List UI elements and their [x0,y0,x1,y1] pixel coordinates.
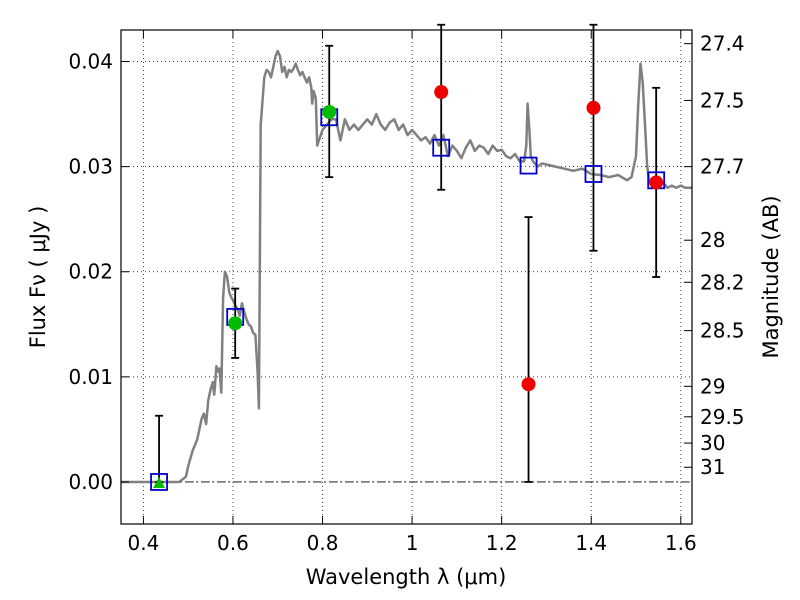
y-tick-label: 0.04 [68,50,113,74]
right-tick-label: 28.5 [700,319,745,343]
x-tick-label: 0.6 [217,531,249,555]
right-tick-label: 28.2 [700,270,745,294]
data-point-circle [521,377,536,392]
right-tick-label: 27.5 [700,88,745,112]
x-tick-label: 1.4 [575,531,607,555]
model-spectrum-line [121,49,692,484]
y-axis-label: Flux Fν ( μJy ) [26,206,50,349]
y-tick-label: 0.02 [68,260,113,284]
x-axis-label: Wavelength λ (μm) [306,565,507,589]
right-tick-label: 28 [700,228,725,252]
model-point-square [584,165,603,183]
plot-series [121,23,692,491]
y-tick-label: 0.00 [68,470,113,494]
y-axis: 0.00 0.01 0.02 0.03 0.04 [68,50,129,494]
right-axis-label: Magnitude (AB) [759,195,783,358]
plot-frame [120,29,693,525]
y-tick-label: 0.03 [68,155,113,179]
y-tick-label: 0.01 [68,365,113,389]
model-point-square [519,156,538,175]
data-point-circle [434,85,449,100]
right-tick-label: 31 [700,455,725,479]
model-point-square [432,138,451,157]
right-tick-label: 27.7 [700,155,745,179]
right-tick-label: 27.4 [700,32,745,56]
right-tick-label: 30 [700,431,725,455]
x-tick-label: 0.8 [307,531,339,555]
right-tick-label: 29.5 [700,405,745,429]
data-point-triangle [153,477,166,489]
data-point-circle [228,316,243,331]
data-point-circle [586,100,601,115]
data-point-circle [649,175,664,190]
x-tick-label: 1.6 [665,531,697,555]
model-point-square [150,473,168,491]
x-tick-label: 1.2 [486,531,518,555]
x-tick-label: 1 [406,531,419,555]
right-tick-label: 29 [700,374,725,398]
data-point-circle [322,104,337,119]
x-axis: 0.4 0.6 0.8 1 1.2 1.4 1.6 [127,30,697,555]
x-tick-label: 0.4 [127,531,159,555]
